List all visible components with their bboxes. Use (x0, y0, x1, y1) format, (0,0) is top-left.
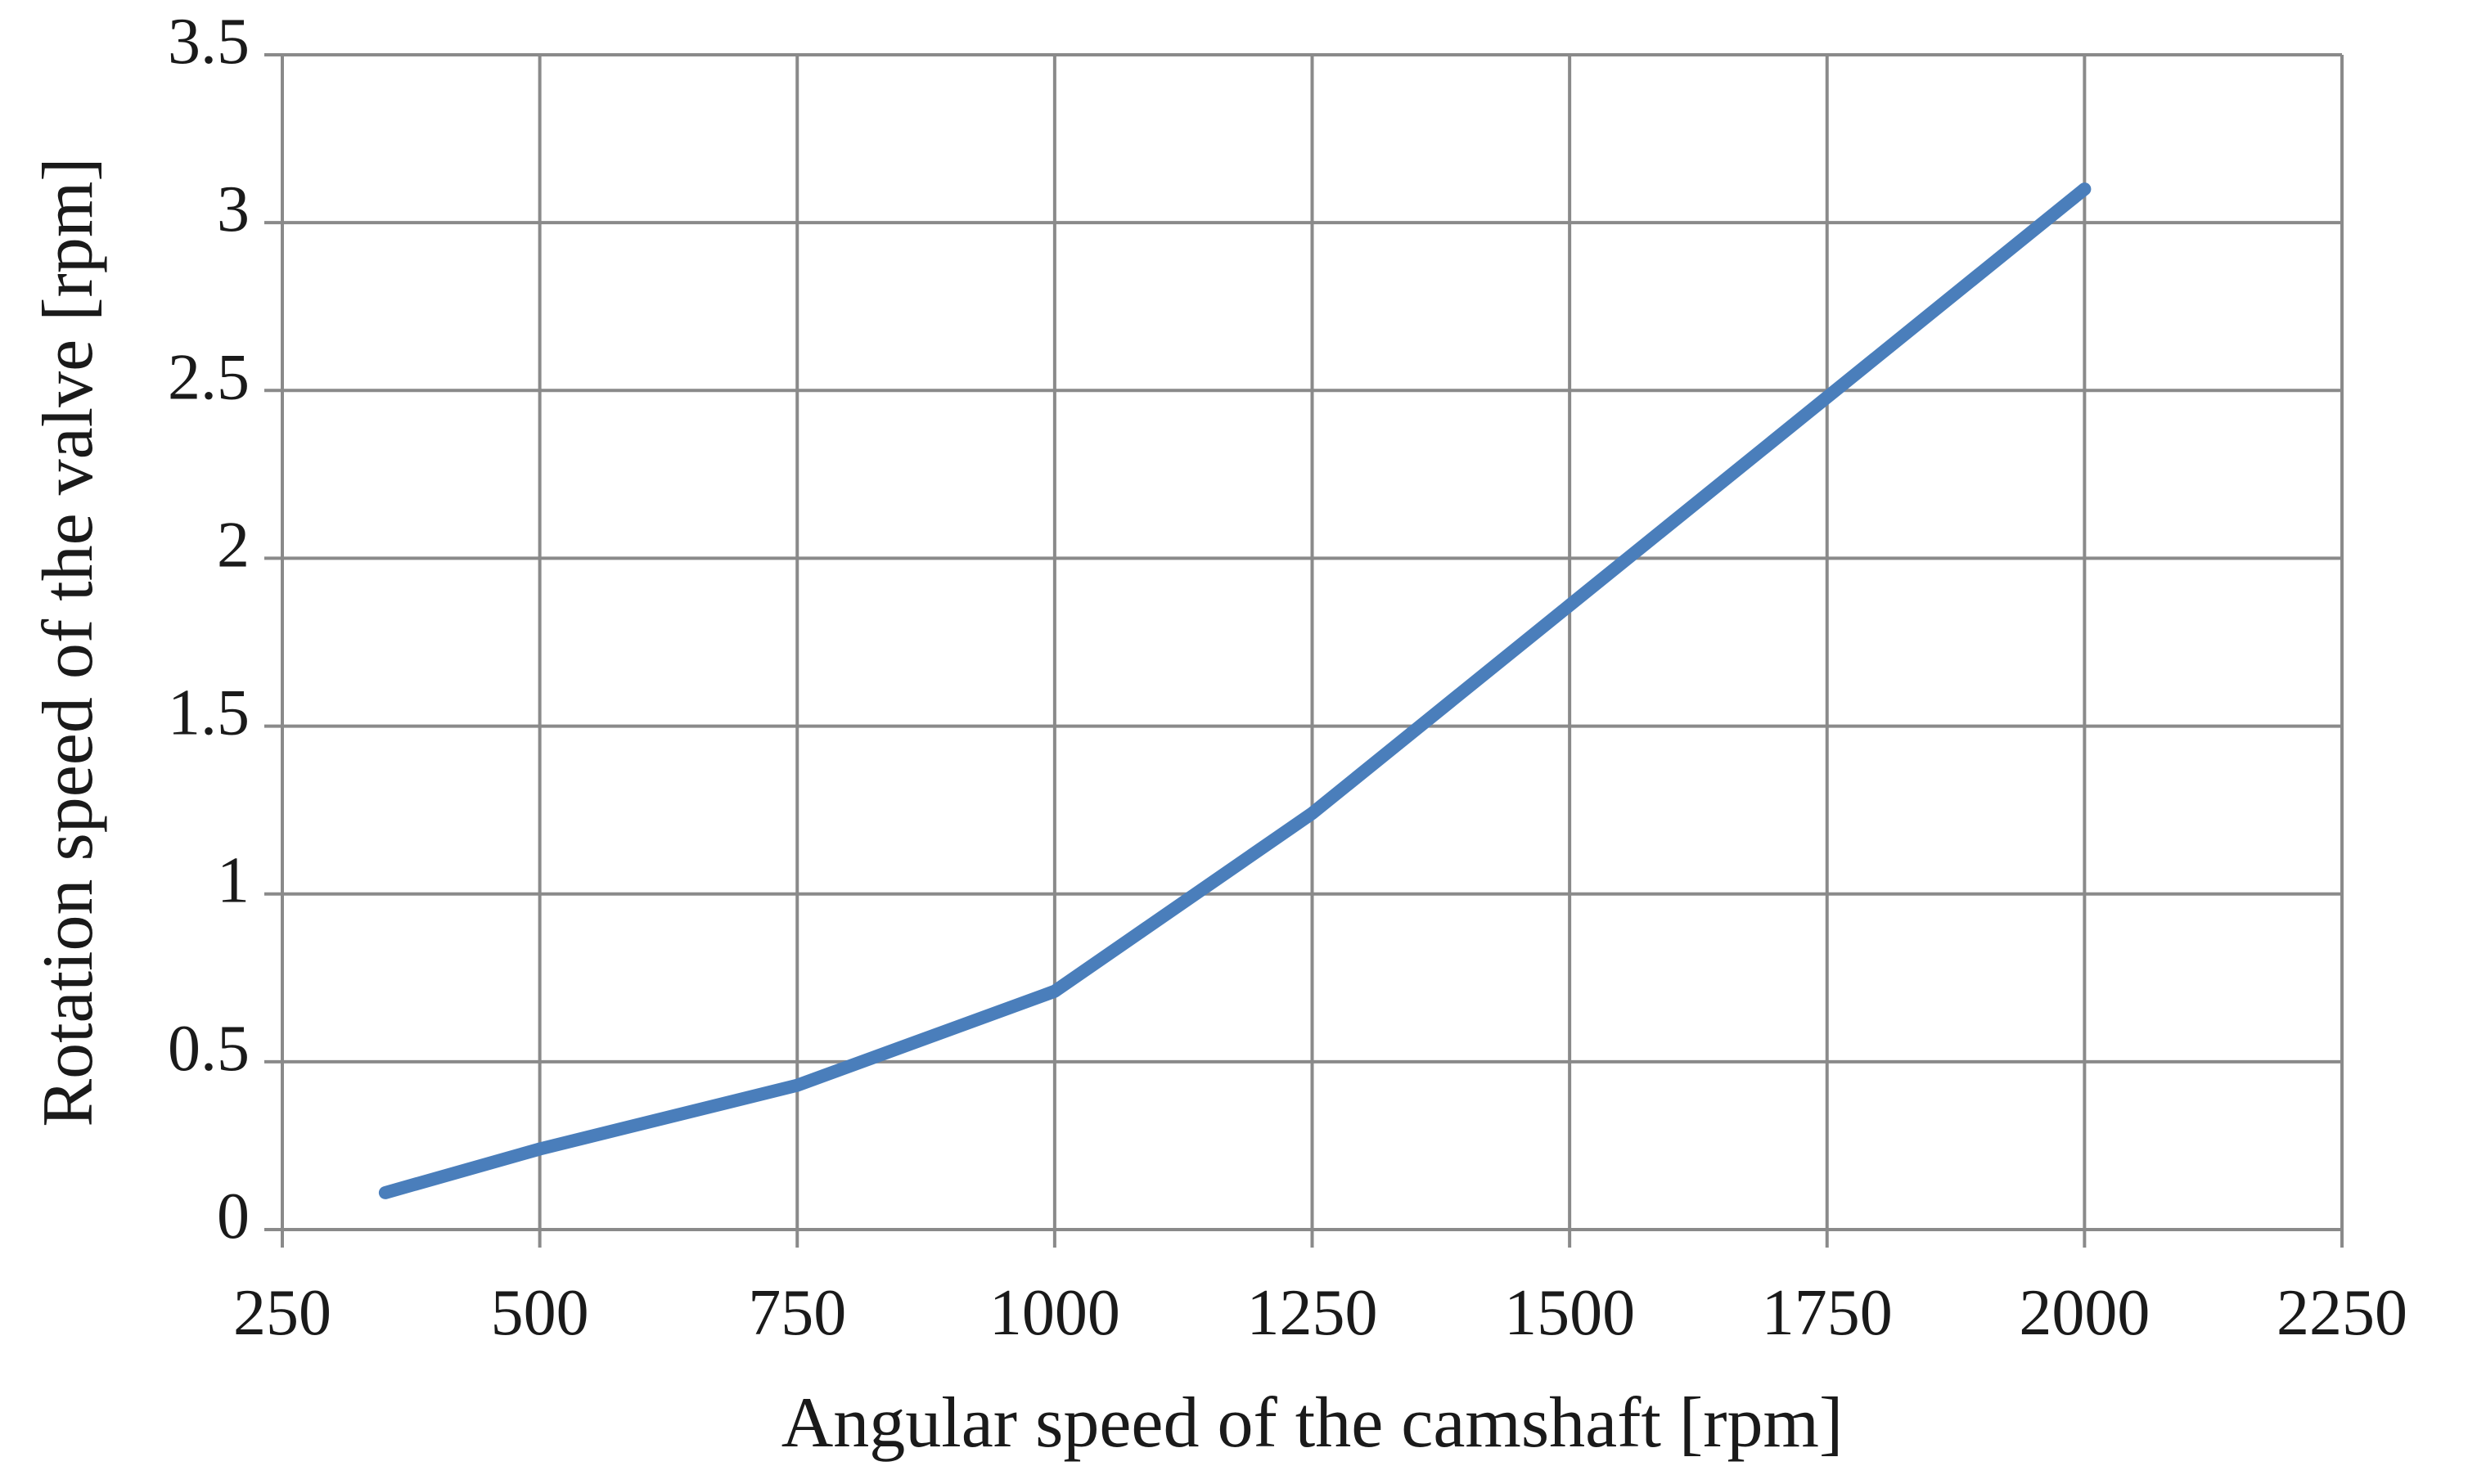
y-tick-label: 0 (217, 1180, 250, 1252)
y-tick-label: 2 (217, 509, 250, 581)
series-line (378, 182, 2092, 1199)
y-tick-label: 0.5 (168, 1013, 250, 1085)
x-tick-label: 1000 (989, 1277, 1120, 1349)
y-tick-label: 3 (217, 173, 250, 245)
y-tick-label: 2.5 (168, 341, 250, 413)
y-axis-title: Rotation speed of the valve [rpm] (29, 157, 108, 1126)
x-tick-label: 250 (233, 1277, 331, 1349)
x-tick-label: 2250 (2277, 1277, 2407, 1349)
data-series (378, 182, 2092, 1199)
x-tick-label: 1750 (1762, 1277, 1893, 1349)
x-tick-labels: 250 500 750 1000 1250 1500 1750 2000 2250 (233, 1277, 2407, 1349)
x-tick-label: 750 (748, 1277, 846, 1349)
x-tick-label: 500 (491, 1277, 589, 1349)
x-axis-title: Angular speed of the camshaft [rpm] (781, 1383, 1844, 1463)
y-tick-label: 1 (217, 845, 250, 917)
x-tick-label: 1250 (1247, 1277, 1378, 1349)
axes (264, 53, 2344, 1248)
x-tick-label: 2000 (2019, 1277, 2150, 1349)
y-tick-labels: 0 0.5 1 1.5 2 2.5 3 3.5 (168, 6, 250, 1252)
y-tick-label: 1.5 (168, 677, 250, 749)
x-tick-label: 1500 (1504, 1277, 1635, 1349)
y-tick-label: 3.5 (168, 6, 250, 78)
grid (282, 53, 2344, 1230)
